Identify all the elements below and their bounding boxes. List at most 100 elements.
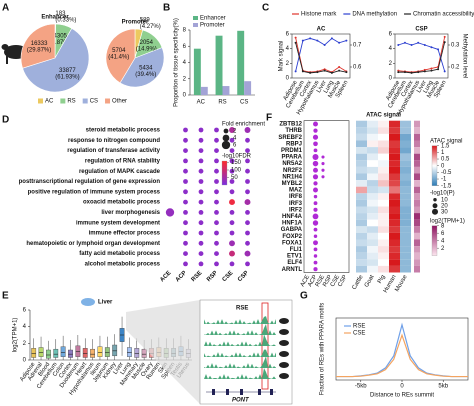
dot bbox=[214, 179, 219, 184]
size-key-label: 30 bbox=[441, 209, 448, 215]
colorbar-label: 50 bbox=[231, 175, 238, 181]
heat-cell bbox=[400, 206, 411, 214]
series-line bbox=[398, 41, 446, 74]
column-label: RSE bbox=[315, 274, 326, 288]
y-tick-label: 6 bbox=[286, 32, 290, 38]
y-tick-label: 4 bbox=[23, 324, 27, 330]
pie-slice bbox=[119, 47, 165, 88]
heat-cell bbox=[378, 133, 389, 141]
heat-cell bbox=[389, 199, 400, 207]
legend-swatch bbox=[193, 16, 198, 20]
term-label: hematopoietic or lymphoid organ developm… bbox=[26, 241, 160, 247]
legend-label: Histone mark bbox=[301, 12, 337, 18]
column-label: CSP bbox=[237, 270, 250, 283]
dot bbox=[214, 158, 219, 164]
colorbar-label: -0.5 bbox=[441, 170, 452, 176]
tpm-cell bbox=[414, 199, 420, 207]
column-label: ACE bbox=[300, 274, 311, 288]
point bbox=[338, 69, 341, 72]
column-label: RSP bbox=[206, 270, 219, 283]
plot-frame bbox=[291, 33, 351, 79]
heat-cell bbox=[378, 186, 389, 194]
dot bbox=[245, 137, 250, 143]
slice-label-line: (41.4%) bbox=[108, 54, 129, 60]
panel-label: D bbox=[2, 115, 9, 126]
bar bbox=[200, 86, 208, 95]
heat-cell bbox=[400, 226, 411, 233]
exon bbox=[258, 389, 261, 395]
plot-frame bbox=[394, 33, 449, 79]
x-tick-label: Lung bbox=[423, 80, 435, 95]
heat-cell bbox=[389, 239, 400, 247]
heat-cell bbox=[356, 206, 367, 214]
signal-track bbox=[204, 367, 276, 379]
heat-cell bbox=[367, 166, 378, 174]
series-line bbox=[398, 42, 446, 72]
colorbar-label: 0.5 bbox=[441, 157, 450, 163]
y-tick-label: 4 bbox=[286, 46, 290, 52]
heat-cell bbox=[356, 153, 367, 161]
y-axis-label: Proportion of tissue specificity(%) bbox=[174, 18, 180, 107]
x-tick-label: Skin bbox=[158, 362, 170, 375]
box bbox=[97, 346, 103, 357]
dot bbox=[183, 251, 188, 257]
dot bbox=[245, 240, 250, 246]
legend-label: CS bbox=[90, 99, 98, 105]
heat-cell bbox=[389, 213, 400, 220]
point bbox=[423, 70, 426, 73]
heat-cell bbox=[378, 252, 389, 260]
dot bbox=[198, 261, 204, 267]
bar bbox=[222, 86, 230, 95]
tpm-cell bbox=[414, 180, 420, 187]
tpm-cell bbox=[414, 246, 420, 253]
tpm-cell bbox=[414, 147, 420, 154]
heat-cell bbox=[389, 252, 400, 260]
colorbar-label: 0 bbox=[441, 163, 445, 169]
pie-slice bbox=[22, 28, 90, 93]
dot bbox=[198, 148, 204, 154]
point bbox=[309, 71, 312, 74]
slice-label: 183 (0.33%) bbox=[55, 11, 76, 24]
legend-title: -log10(P) bbox=[430, 190, 455, 196]
species-icon bbox=[279, 373, 289, 379]
heat-cell bbox=[367, 147, 378, 154]
dot bbox=[245, 261, 250, 267]
tf-label: IRF3 bbox=[289, 201, 303, 207]
legend-swatch bbox=[105, 98, 111, 104]
dot bbox=[312, 213, 319, 220]
x-tick-label: CS bbox=[240, 100, 248, 106]
legend-swatch bbox=[38, 98, 43, 104]
dot bbox=[183, 168, 188, 174]
slice-label: 4305 (7.87%) bbox=[50, 33, 71, 46]
heat-cell bbox=[367, 127, 378, 134]
y-tick-label: 2 bbox=[286, 61, 290, 67]
legend-title: -log10FDR bbox=[222, 154, 252, 160]
heat-cell bbox=[367, 193, 378, 200]
heat-cell bbox=[367, 153, 378, 161]
dot bbox=[183, 209, 188, 215]
heat-cell bbox=[356, 140, 367, 148]
point bbox=[430, 67, 433, 70]
heat-cell bbox=[356, 180, 367, 187]
heat-cell bbox=[356, 246, 367, 253]
dot bbox=[313, 194, 318, 199]
y-tick-label: 4 bbox=[389, 46, 393, 52]
species-icon bbox=[279, 318, 289, 324]
legend-label: Enhancer bbox=[200, 16, 226, 22]
box bbox=[60, 346, 66, 357]
column-label: ACE bbox=[159, 270, 172, 283]
dot bbox=[229, 209, 235, 215]
tpm-cell bbox=[414, 259, 420, 266]
tf-label: ELF4 bbox=[287, 260, 302, 266]
dot bbox=[214, 251, 219, 257]
heat-cell bbox=[389, 206, 400, 214]
legend-label: Chromatin accessibility bbox=[413, 12, 474, 18]
column-label: Mouse bbox=[394, 274, 409, 293]
x-tick-label: Liver bbox=[416, 80, 428, 94]
legend-swatch bbox=[82, 98, 88, 104]
dot bbox=[214, 230, 219, 236]
point bbox=[345, 39, 348, 42]
point bbox=[338, 41, 341, 44]
heat-cell bbox=[400, 213, 411, 220]
heat-cell bbox=[389, 219, 400, 227]
